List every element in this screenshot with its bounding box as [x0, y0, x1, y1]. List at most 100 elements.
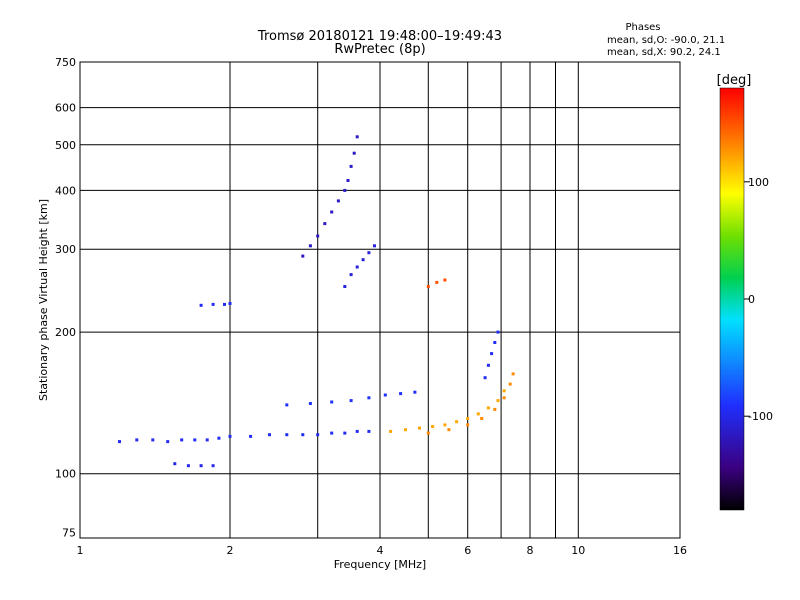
data-point: [361, 258, 365, 262]
data-point: [323, 222, 327, 226]
data-point: [367, 251, 371, 255]
data-point: [308, 244, 312, 248]
data-point: [496, 399, 500, 403]
data-point: [118, 440, 121, 444]
data-points: [118, 135, 515, 468]
colorbar-tick-label: -100: [748, 410, 773, 423]
x-tick-label: 2: [227, 544, 234, 557]
y-tick-label: 400: [55, 184, 76, 197]
data-point: [476, 412, 480, 416]
data-point: [349, 399, 353, 403]
data-point: [466, 417, 470, 420]
x-axis-label: Frequency [MHz]: [334, 558, 426, 571]
data-point: [249, 434, 253, 438]
data-point: [223, 302, 226, 306]
y-axis-label: Stationary phase Virtual Height [km]: [37, 199, 50, 401]
data-point: [426, 285, 430, 288]
x-tick-label: 1: [77, 544, 84, 557]
data-point: [166, 440, 170, 444]
y-tick-label: 75: [62, 527, 76, 540]
data-point: [228, 302, 232, 305]
data-point: [205, 438, 209, 442]
phase-stats-x: mean, sd,X: 90.2, 24.1: [607, 47, 721, 58]
y-tick-label: 600: [55, 102, 76, 115]
data-point: [355, 429, 359, 433]
data-point: [199, 303, 203, 307]
data-point: [367, 396, 371, 400]
data-point: [343, 431, 347, 435]
data-point: [413, 390, 417, 394]
data-point: [301, 433, 305, 437]
colorbar-tick-label: 0: [748, 293, 755, 306]
x-tick-label: 8: [527, 544, 534, 557]
x-tick-label: 4: [377, 544, 384, 557]
data-point: [418, 426, 421, 430]
data-point: [367, 429, 371, 433]
data-point: [496, 330, 500, 334]
data-point: [447, 428, 451, 432]
data-point: [180, 438, 184, 442]
y-tick-label: 300: [55, 243, 76, 256]
colorbar: [719, 87, 745, 511]
data-point: [285, 433, 289, 437]
data-point: [349, 273, 353, 277]
data-point: [186, 464, 190, 468]
y-tick-label: 750: [55, 56, 76, 69]
data-point: [199, 464, 203, 468]
chart-title: Tromsø 20180121 19:48:00–19:49:43: [257, 29, 502, 44]
x-tick-label: 10: [571, 544, 585, 557]
data-point: [399, 392, 403, 396]
data-point: [483, 376, 487, 380]
data-point: [443, 278, 447, 282]
data-point: [486, 363, 490, 367]
data-point: [502, 396, 506, 400]
data-point: [435, 280, 439, 284]
data-point: [336, 199, 340, 203]
y-axis-ticks: 75 100 200 300 400 500 600 750: [55, 56, 76, 540]
data-point: [349, 164, 353, 168]
data-point: [355, 265, 359, 269]
data-point: [355, 135, 359, 139]
data-point: [493, 407, 497, 411]
data-point: [285, 403, 289, 407]
data-point: [173, 462, 177, 466]
chart-subtitle: RwPretec (8p): [334, 42, 425, 57]
data-point: [217, 436, 221, 440]
y-tick-label: 200: [55, 326, 76, 339]
data-point: [455, 420, 459, 424]
data-point: [383, 393, 387, 397]
data-point: [511, 372, 515, 376]
data-point: [426, 431, 430, 435]
data-point: [268, 433, 271, 437]
data-point: [431, 425, 435, 428]
data-point: [404, 428, 407, 432]
y-tick-label: 500: [55, 139, 76, 152]
data-point: [502, 389, 506, 393]
data-point: [352, 151, 356, 155]
data-point: [211, 464, 215, 468]
data-point: [490, 352, 494, 356]
data-point: [493, 341, 497, 344]
data-point: [373, 244, 376, 248]
data-point: [316, 433, 320, 437]
data-point: [346, 179, 350, 182]
colorbar-tick-label: 100: [748, 176, 769, 189]
data-point: [330, 431, 334, 435]
data-point: [193, 438, 197, 442]
x-tick-label: 6: [464, 544, 471, 557]
data-point: [211, 302, 215, 306]
data-point: [135, 438, 139, 442]
data-point: [486, 406, 490, 410]
data-point: [466, 423, 470, 427]
plot-frame: [79, 61, 681, 539]
phase-stats-heading: Phases: [625, 22, 660, 33]
data-point: [301, 254, 305, 258]
data-point: [443, 423, 447, 427]
data-point: [343, 285, 347, 288]
data-point: [151, 438, 155, 442]
data-point: [330, 210, 334, 214]
data-point: [316, 234, 320, 238]
data-point: [343, 188, 347, 192]
phase-stats-o: mean, sd,O: -90.0, 21.1: [607, 35, 725, 46]
